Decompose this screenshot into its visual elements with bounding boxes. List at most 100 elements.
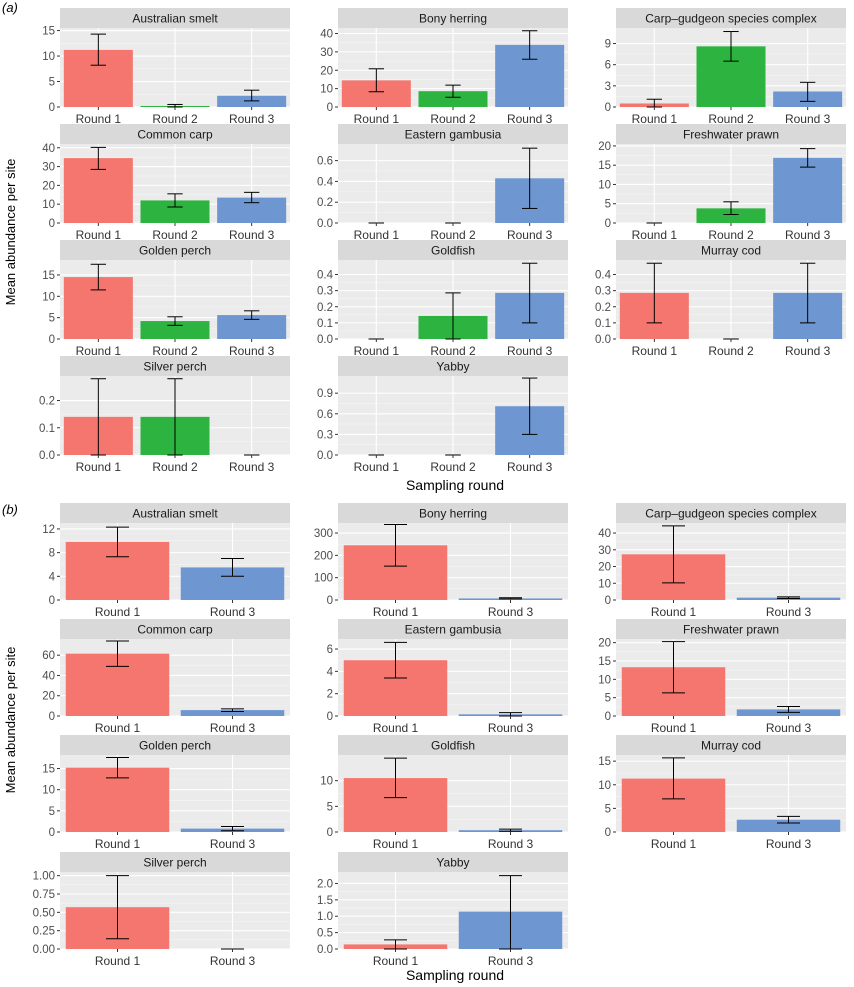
facet-title: Goldfish [431, 739, 475, 753]
y-tick-label: 0.00 [33, 944, 55, 956]
y-tick-label: 40 [42, 143, 55, 155]
x-tick-label: Round 2 [152, 344, 198, 358]
y-tick-label: 200 [314, 550, 333, 562]
facet-panels: Australian smelt 0 5 10 15 Round 1 Round 2 Roun… [33, 8, 846, 968]
x-tick-label: Round 3 [488, 837, 534, 851]
y-tick-label: 0.6 [317, 156, 333, 168]
y-tick-label: 0.4 [317, 176, 334, 188]
bar-round-3 [217, 95, 287, 107]
facet-title: Australian smelt [132, 507, 218, 521]
x-axis-label-a: Sampling round [406, 477, 504, 493]
y-tick-label: 20 [598, 141, 611, 153]
y-tick-label: 5 [605, 693, 611, 705]
x-tick-label: Round 2 [430, 112, 476, 126]
facet-strip [338, 619, 568, 639]
x-tick-label: Round 1 [651, 721, 697, 735]
facet-strip [338, 124, 568, 144]
y-tick-label: 0.9 [317, 388, 333, 400]
facet-title: Murray cod [701, 739, 761, 753]
x-tick-label: Round 3 [210, 837, 256, 851]
y-tick-label: 10 [42, 291, 55, 303]
facet-title: Silver perch [143, 856, 206, 870]
facet-title: Eastern gambusia [405, 623, 502, 637]
x-tick-label: Round 1 [76, 228, 122, 242]
x-tick-label: Round 3 [785, 344, 831, 358]
y-tick-label: 10 [598, 780, 611, 792]
y-tick-label: 15 [598, 160, 611, 172]
y-tick-label: 0 [327, 595, 333, 607]
facet-strip [616, 735, 846, 755]
x-tick-label: Round 2 [708, 228, 754, 242]
x-tick-label: Round 1 [354, 460, 400, 474]
y-tick-label: 0.0 [39, 450, 55, 462]
y-tick-label: 2.0 [317, 878, 333, 890]
y-tick-label: 5 [327, 801, 333, 813]
y-tick-label: 30 [320, 47, 333, 59]
x-tick-label: Round 1 [373, 837, 419, 851]
facet-strip [60, 852, 290, 872]
x-tick-label: Round 1 [632, 112, 678, 126]
x-tick-label: Round 2 [152, 460, 198, 474]
facet-strip [616, 8, 846, 28]
x-tick-label: Round 2 [430, 228, 476, 242]
y-tick-label: 10 [42, 199, 55, 211]
x-axis-label-b: Sampling round [406, 967, 504, 983]
facet-strip [60, 356, 290, 376]
y-tick-label: 20 [42, 180, 55, 192]
facet-strip [616, 124, 846, 144]
x-tick-label: Round 1 [354, 228, 400, 242]
x-tick-label: Round 1 [651, 605, 697, 619]
y-tick-label: 0.2 [317, 197, 333, 209]
x-tick-label: Round 2 [708, 344, 754, 358]
y-tick-label: 0 [49, 827, 55, 839]
y-tick-label: 0.3 [317, 429, 333, 441]
facet-a-3: Common carp 0 10 20 30 40 Round 1 Round 2 Round … [42, 124, 290, 242]
y-tick-label: 0.4 [595, 270, 612, 282]
y-tick-label: 300 [314, 528, 333, 540]
facet-a-10: Yabby 0.0 0.3 0.6 0.9 Round 1 Round 2 Round 3 [317, 356, 568, 474]
facet-title: Goldfish [431, 244, 475, 258]
panel-a-label: (a) [2, 0, 18, 15]
y-tick-label: 0.0 [317, 334, 333, 346]
facet-b-0: Australian smelt 0 4 8 12 Round 1 Round 3 [42, 503, 290, 619]
y-tick-label: 20 [42, 691, 55, 703]
facet-b-7: Goldfish 0 5 10 Round 1 Round 3 [320, 735, 568, 851]
x-tick-label: Round 3 [766, 837, 812, 851]
facet-a-0: Australian smelt 0 5 10 15 Round 1 Round 2 Roun… [42, 8, 290, 126]
facet-strip [60, 735, 290, 755]
x-tick-label: Round 1 [373, 721, 419, 735]
y-tick-label: 15 [42, 270, 55, 282]
y-tick-label: 15 [42, 764, 55, 776]
panel-b-label: (b) [2, 502, 18, 517]
y-tick-label: 10 [598, 578, 611, 590]
x-tick-label: Round 1 [95, 605, 141, 619]
x-tick-label: Round 3 [507, 460, 553, 474]
y-tick-label: 0.2 [317, 302, 333, 314]
y-tick-label: 6 [327, 644, 333, 656]
y-tick-label: 0 [49, 218, 55, 230]
bar-round-2 [696, 208, 766, 223]
facet-strip [616, 503, 846, 523]
y-tick-label: 0.4 [317, 270, 334, 282]
y-tick-label: 12 [42, 524, 55, 536]
facet-title: Freshwater prawn [683, 128, 779, 142]
facet-strip [338, 735, 568, 755]
x-tick-label: Round 3 [785, 112, 831, 126]
bar-round-1 [65, 767, 170, 832]
y-tick-label: 5 [49, 806, 55, 818]
facet-a-2: Carp–gudgeon species complex 0 3 6 9 Round 1 R… [605, 8, 846, 126]
x-tick-label: Round 3 [488, 954, 534, 968]
facet-b-4: Eastern gambusia 0 2 4 6 Round 1 Round 3 [327, 619, 568, 735]
facet-strip [338, 240, 568, 260]
x-tick-label: Round 3 [210, 721, 256, 735]
y-tick-label: 5 [49, 313, 55, 325]
y-tick-label: 5 [49, 77, 55, 89]
y-tick-label: 0 [49, 711, 55, 723]
x-tick-label: Round 3 [229, 228, 275, 242]
y-tick-label: 0.0 [317, 944, 333, 956]
y-tick-label: 0.5 [317, 928, 333, 940]
bar-round-2 [140, 200, 210, 223]
x-tick-label: Round 3 [766, 605, 812, 619]
y-tick-label: 10 [320, 776, 333, 788]
y-tick-label: 20 [598, 638, 611, 650]
